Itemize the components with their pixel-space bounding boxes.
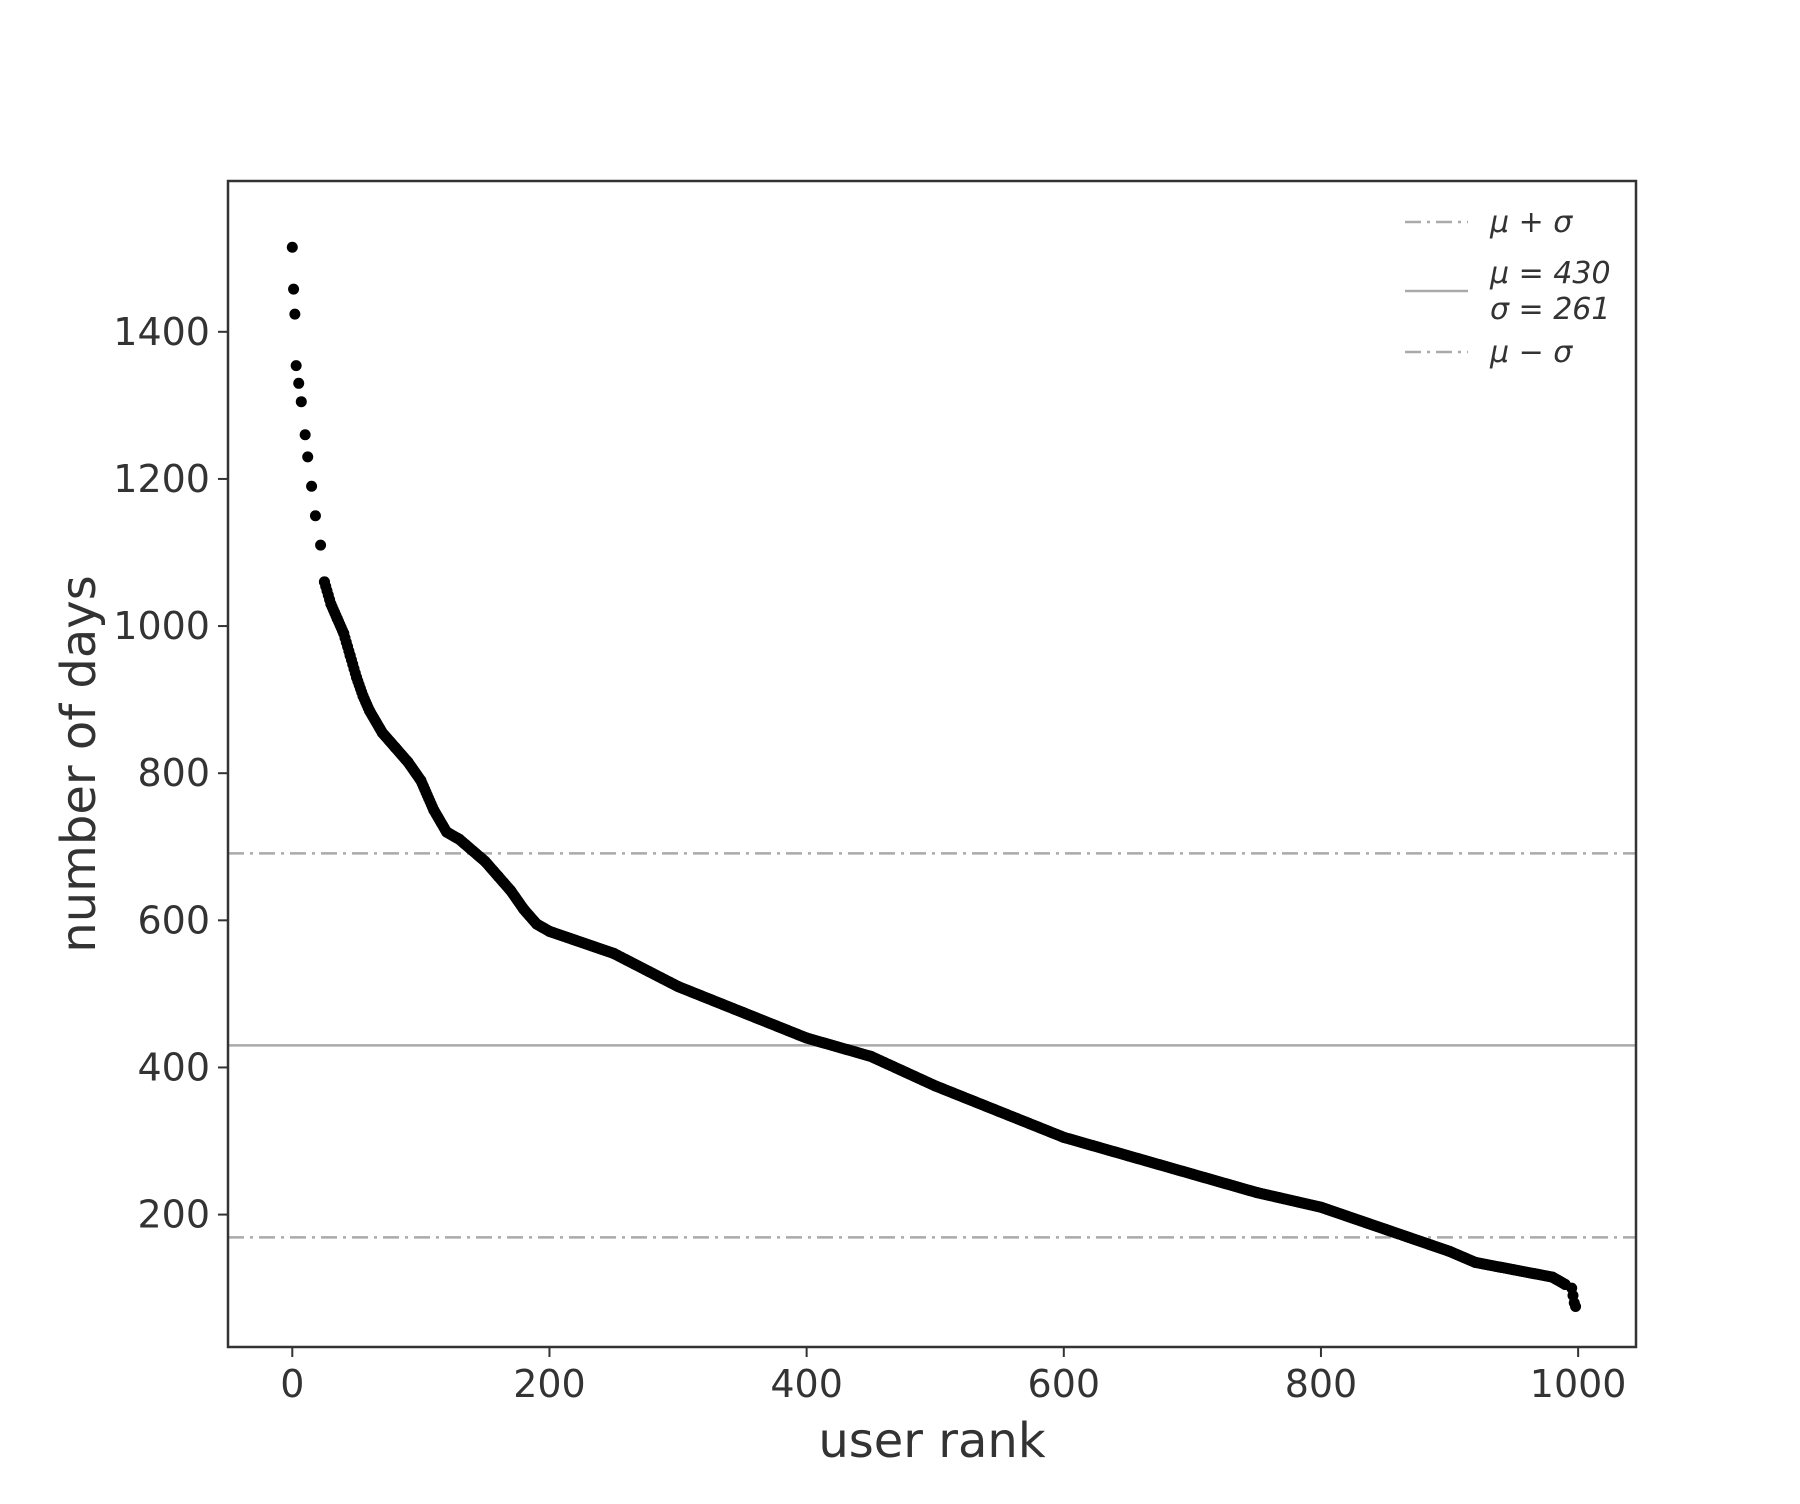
data-point [293, 377, 305, 389]
y-tick-label: 1400 [113, 310, 210, 354]
reference-lines [228, 852, 1636, 1239]
legend-label-2: μ − σ [1489, 335, 1573, 370]
plot-frame [226, 179, 1638, 1349]
x-tick-label: 0 [280, 1362, 304, 1406]
data-point [315, 539, 327, 551]
x-tick-label: 1000 [1530, 1362, 1627, 1406]
legend-sublabel-1: σ = 261 [1490, 292, 1610, 327]
x-axis-label: user rank [818, 1413, 1046, 1469]
data-point [295, 396, 307, 408]
y-tick-label: 600 [137, 898, 210, 942]
data-point [309, 510, 321, 522]
y-tick-label: 400 [137, 1045, 210, 1089]
x-axis: 0 200 400 600 800 1000 [280, 1347, 1626, 1406]
data-point [290, 360, 302, 372]
data-point [302, 451, 314, 463]
y-tick-label: 1000 [113, 604, 210, 648]
y-tick-label: 200 [137, 1193, 210, 1237]
data-point [299, 429, 311, 441]
data-point [286, 241, 298, 253]
data-point [306, 480, 318, 492]
data-point [288, 283, 300, 295]
legend-label-0: μ + σ [1489, 205, 1573, 240]
y-tick-label: 1200 [113, 457, 210, 501]
data-point [1570, 1301, 1582, 1313]
x-tick-label: 600 [1028, 1362, 1101, 1406]
legend-label-1: μ = 430 [1489, 256, 1611, 291]
x-tick-label: 800 [1285, 1362, 1358, 1406]
x-tick-label: 200 [513, 1362, 586, 1406]
data-point [1559, 1278, 1571, 1290]
y-tick-label: 800 [137, 751, 210, 795]
data-point [289, 308, 301, 320]
x-tick-label: 400 [770, 1362, 843, 1406]
y-axis: 200 400 600 800 1000 1200 1400 [113, 310, 228, 1237]
data-points [286, 241, 1582, 1313]
y-axis-label: number of days [51, 575, 107, 952]
